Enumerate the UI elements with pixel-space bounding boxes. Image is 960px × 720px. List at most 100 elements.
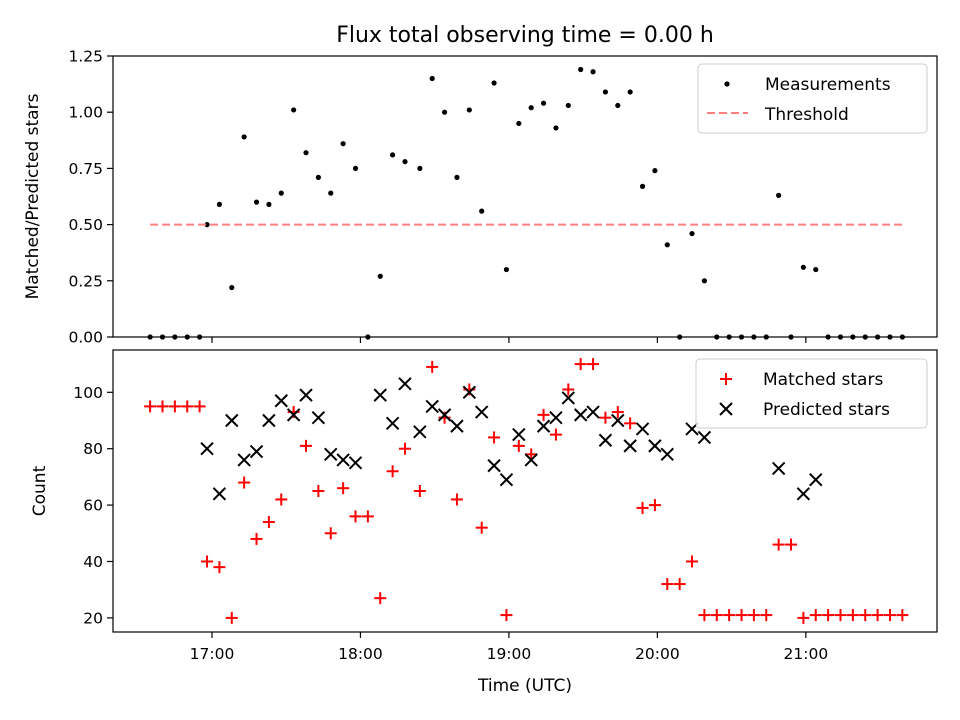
measurement-point [441,109,448,115]
matched-stars-point [361,510,374,523]
matched-stars-point [624,417,637,430]
bottom-y-tick-label: 20 [83,609,103,627]
matched-stars-point [349,510,362,523]
top-legend: Measurements Threshold [697,63,928,134]
bottom-y-axis: 20 40 60 80 100 [73,384,113,627]
measurement-point [813,266,819,273]
matched-stars-point [156,400,169,413]
predicted-stars-point [249,444,264,459]
matched-stars-point [225,611,238,624]
predicted-stars-point [398,377,412,391]
predicted-stars-point [635,422,650,436]
matched-stars-point [747,609,760,622]
measurement-point [204,222,210,228]
top-y-tick-label: 0.50 [68,216,103,234]
top-y-tick-label: 1.25 [68,48,103,66]
measurement-point [776,192,782,198]
predicted-stars-point [299,388,313,402]
predicted-stars-point [262,413,276,428]
matched-stars-point [201,555,214,568]
measurement-point [565,102,571,109]
legend-matched-label: Matched stars [763,370,883,390]
predicted-stars-point [274,394,288,408]
matched-stars-point [735,609,748,622]
measurement-point [578,66,584,73]
predicted-stars-point [536,419,551,433]
predicted-stars-point [549,410,563,425]
matched-stars-point [450,493,463,506]
measurement-point [491,80,497,86]
matched-stars-point [512,439,525,452]
predicted-stars-point [586,405,600,419]
measurement-point [278,190,284,196]
matched-stars-point [896,609,909,622]
predicted-stars-point [771,461,786,476]
bottom-y-tick-label: 80 [83,440,103,458]
predicted-stars-point [611,413,625,428]
predicted-stars-point [499,473,514,487]
matched-stars-point [181,400,194,413]
measurement-point [602,89,609,95]
matched-stars-point [500,609,513,622]
predicted-stars-point [348,456,363,470]
matched-stars-point [168,400,181,413]
top-legend-box [697,63,928,134]
predicted-stars-point [623,439,637,453]
measurement-point [315,174,321,180]
measurement-point [429,75,435,82]
legend-threshold-label: Threshold [764,105,849,125]
measurement-point [466,107,472,113]
bottom-chart: 20 40 60 80 100 17:00 18:00 19:00 20:00 21:00 Co… [30,349,938,696]
matched-stars-point [238,476,251,489]
measurement-point [241,134,247,140]
predicted-stars-point [286,408,301,422]
matched-stars-point [488,431,501,444]
predicted-stars-point [809,473,823,487]
matched-stars-point [324,527,337,540]
matched-stars-point [846,609,859,622]
matched-stars-point [537,408,550,421]
bottom-y-tick-label: 100 [73,384,103,402]
matched-stars-point [871,609,884,622]
matched-stars-point [144,400,157,413]
matched-stars-point [772,538,785,551]
measurement-point [229,284,235,291]
matched-stars-point [797,611,810,624]
measurement-point [615,102,621,109]
measurement-point [540,100,547,106]
predicted-stars-point [648,439,662,453]
measurement-point [253,199,260,205]
predicted-stars-point [462,385,477,400]
measurement-point [553,125,559,131]
matched-stars-point [710,609,723,622]
predicted-stars-point [212,487,227,501]
measurement-point [454,174,460,180]
bottom-axes-frame [112,349,938,633]
predicted-stars-point [311,410,326,425]
predicted-stars-point [200,441,214,456]
bottom-x-tick-label: 17:00 [190,645,235,663]
measurement-point [328,190,334,196]
measurement-point [590,69,596,75]
measurement-point [402,159,408,165]
bottom-y-tick-label: 40 [83,553,103,571]
top-y-tick-label: 0.25 [68,272,103,290]
legend-predicted-marker [719,402,733,416]
legend-matched-marker [720,373,732,385]
matched-stars-point [549,428,562,441]
matched-stars-point [822,609,835,622]
predicted-stars-point [225,413,239,428]
top-y-axis: 0.00 0.25 0.50 0.75 1.00 1.25 [68,48,113,347]
bottom-x-axis: 17:00 18:00 19:00 20:00 21:00 [190,632,828,663]
matched-stars-point [760,609,773,622]
top-axes-frame [112,55,938,338]
matched-stars-point [300,439,313,452]
legend-measurements-marker [724,81,730,87]
predicted-stars-point [512,427,526,442]
matched-stars-point [525,448,538,461]
bottom-x-tick-label: 19:00 [487,645,532,663]
matched-stars-point [193,400,206,413]
bottom-y-tick-label: 60 [83,497,103,515]
predicted-stars-point [425,399,439,414]
